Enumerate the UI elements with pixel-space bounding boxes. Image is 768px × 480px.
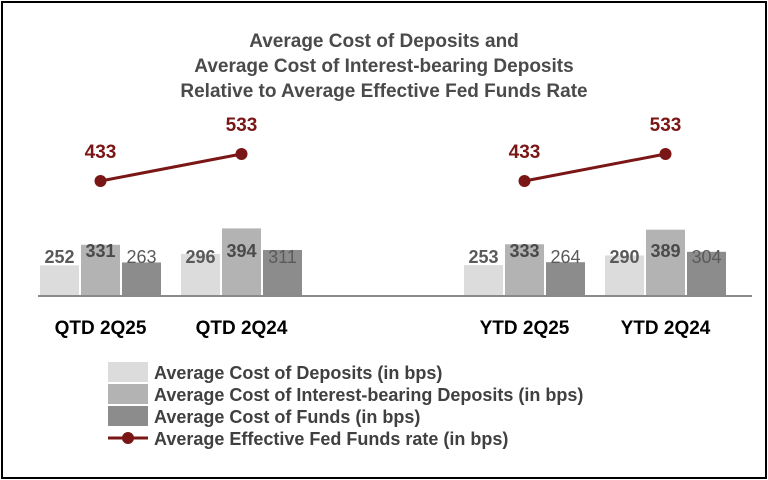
deposits-bar-value-label: 253 (468, 247, 498, 267)
interest-bearing-bar-value-label: 394 (226, 241, 256, 261)
fed-funds-line (524, 152, 666, 183)
chart-title-line-2: Average Cost of Interest-bearing Deposit… (194, 56, 573, 77)
interest-bearing-bar-value-label: 331 (85, 241, 115, 261)
category-label: YTD 2Q25 (480, 318, 570, 339)
deposits-bar-value-label: 296 (185, 247, 215, 267)
fed-funds-point (518, 175, 531, 187)
bars-layer (40, 228, 726, 296)
category-label: QTD 2Q24 (196, 318, 288, 339)
fed-funds-value-label: 433 (85, 142, 117, 163)
funds-bar (122, 262, 161, 296)
interest-bearing-bar (646, 229, 685, 296)
interest-bearing-bar-value-label: 389 (650, 241, 680, 261)
chart-title-line-1: Average Cost of Deposits and (249, 31, 519, 52)
fed-funds-point (94, 175, 107, 187)
fed-funds-value-label: 533 (226, 115, 258, 136)
interest-bearing-bar (81, 244, 120, 296)
deposits-bar (605, 255, 644, 296)
legend-swatch (108, 384, 148, 404)
interest-bearing-bar (222, 228, 261, 296)
funds-bar-value-label: 311 (268, 247, 297, 267)
funds-bar (263, 249, 302, 296)
funds-bar-value-label: 264 (550, 247, 580, 267)
legend-label: Average Cost of Interest-bearing Deposit… (154, 385, 583, 405)
legend: Average Cost of Deposits (in bps)Average… (108, 362, 583, 449)
funds-bar (546, 262, 585, 296)
legend-swatch (108, 406, 148, 426)
category-label: YTD 2Q24 (621, 318, 711, 339)
fed-funds-value-label: 433 (509, 142, 541, 163)
interest-bearing-bar (505, 244, 544, 296)
legend-point-marker (122, 432, 134, 444)
legend-label: Average Cost of Funds (in bps) (154, 407, 420, 427)
legend-swatch (108, 362, 148, 382)
fed-funds-point (659, 148, 672, 160)
legend-label: Average Effective Fed Funds rate (in bps… (154, 429, 508, 449)
legend-label: Average Cost of Deposits (in bps) (154, 363, 442, 383)
deposits-bar-value-label: 290 (609, 247, 639, 267)
chart-title-line-3: Relative to Average Effective Fed Funds … (180, 81, 587, 102)
fed-funds-point (235, 148, 248, 160)
deposits-bar-value-label: 252 (44, 247, 74, 267)
funds-bar-value-label: 304 (691, 247, 721, 267)
deposits-bar (40, 265, 79, 296)
bar-labels-layer: 252 331 263 296 394 311 253 333 264 290 389 304 (44, 241, 721, 267)
fed-funds-series: 433 533 433 533 (85, 115, 682, 187)
category-label: QTD 2Q25 (55, 318, 147, 339)
funds-bar (687, 251, 726, 296)
funds-bar-value-label: 263 (126, 247, 156, 267)
chart-title: Average Cost of Deposits and Average Cos… (180, 31, 587, 102)
fed-funds-line (100, 152, 242, 183)
fed-funds-value-label: 533 (650, 115, 682, 136)
category-labels: QTD 2Q25 QTD 2Q24 YTD 2Q25 YTD 2Q24 (55, 318, 711, 339)
deposits-bar (464, 265, 503, 296)
deposits-bar (181, 253, 220, 296)
interest-bearing-bar-value-label: 333 (509, 241, 539, 261)
